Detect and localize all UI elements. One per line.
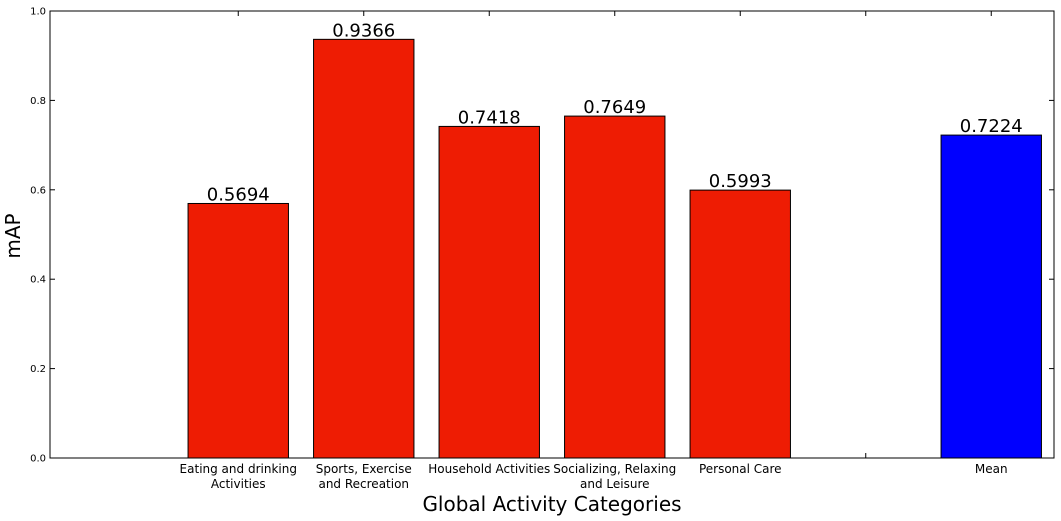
bar [940, 134, 1042, 459]
bar-value-label: 0.7418 [458, 107, 521, 128]
y-tick-label: 1.0 [30, 7, 46, 18]
bar-value-label: 0.7224 [960, 116, 1023, 137]
y-axis-title: mAP [1, 213, 25, 258]
category-label: and Recreation [318, 477, 409, 491]
category-label: Socializing, Relaxing [553, 462, 676, 476]
y-tick-label: 0.4 [30, 275, 46, 286]
y-tick-label: 0.0 [30, 454, 46, 465]
category-label: Household Activities [428, 462, 550, 476]
category-label: Activities [211, 477, 266, 491]
bar [438, 125, 540, 459]
x-axis-title: Global Activity Categories [422, 492, 681, 516]
category-label: Sports, Exercise [316, 462, 412, 476]
bar-value-label: 0.9366 [332, 20, 395, 41]
bar [564, 115, 666, 459]
y-tick-label: 0.8 [30, 96, 46, 107]
category-label: Eating and drinking [180, 462, 297, 476]
bar [313, 38, 415, 459]
y-axis: 0.0 0.2 0.4 0.6 0.8 1.0 [30, 7, 1054, 465]
bar-value-label: 0.7649 [583, 97, 646, 118]
category-label: and Leisure [580, 477, 650, 491]
y-tick-label: 0.6 [30, 185, 46, 196]
bar-value-label: 0.5694 [207, 184, 270, 205]
bar-value-label: 0.5993 [709, 171, 772, 192]
category-label: Mean [975, 462, 1008, 476]
y-tick-label: 0.2 [30, 364, 46, 375]
value-labels: 0.5694 0.9366 0.7418 0.7649 0.5993 0.7224 [207, 20, 1023, 205]
bar [187, 202, 289, 459]
category-label: Personal Care [699, 462, 782, 476]
bar [689, 189, 791, 459]
bars [187, 38, 1042, 459]
